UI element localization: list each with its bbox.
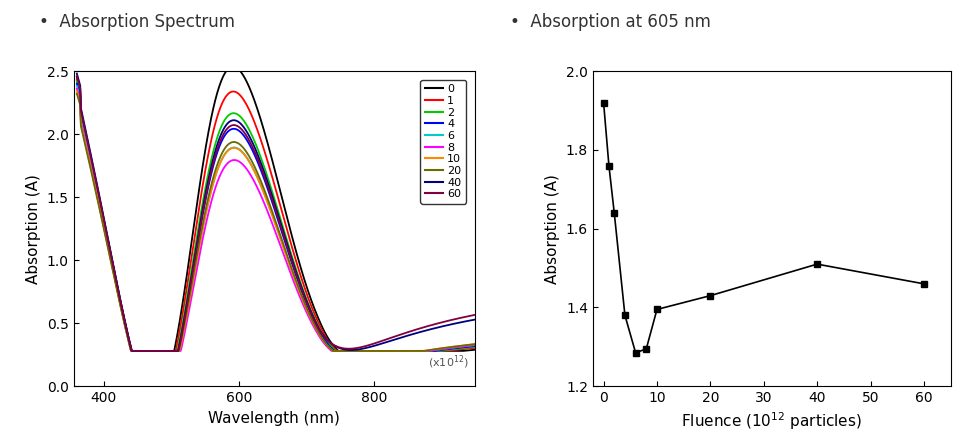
Text: (x10$^{12}$): (x10$^{12}$): [428, 353, 469, 370]
X-axis label: Wavelength (nm): Wavelength (nm): [209, 411, 340, 426]
Text: •  Absorption Spectrum: • Absorption Spectrum: [39, 13, 235, 32]
X-axis label: Fluence (10$^{12}$ particles): Fluence (10$^{12}$ particles): [681, 411, 862, 432]
Text: •  Absorption at 605 nm: • Absorption at 605 nm: [510, 13, 710, 32]
Y-axis label: Absorption (A): Absorption (A): [545, 174, 561, 284]
Legend: 0, 1, 2, 4, 6, 8, 10, 20, 40, 60: 0, 1, 2, 4, 6, 8, 10, 20, 40, 60: [420, 80, 466, 204]
Y-axis label: Absorption (A): Absorption (A): [26, 174, 41, 284]
